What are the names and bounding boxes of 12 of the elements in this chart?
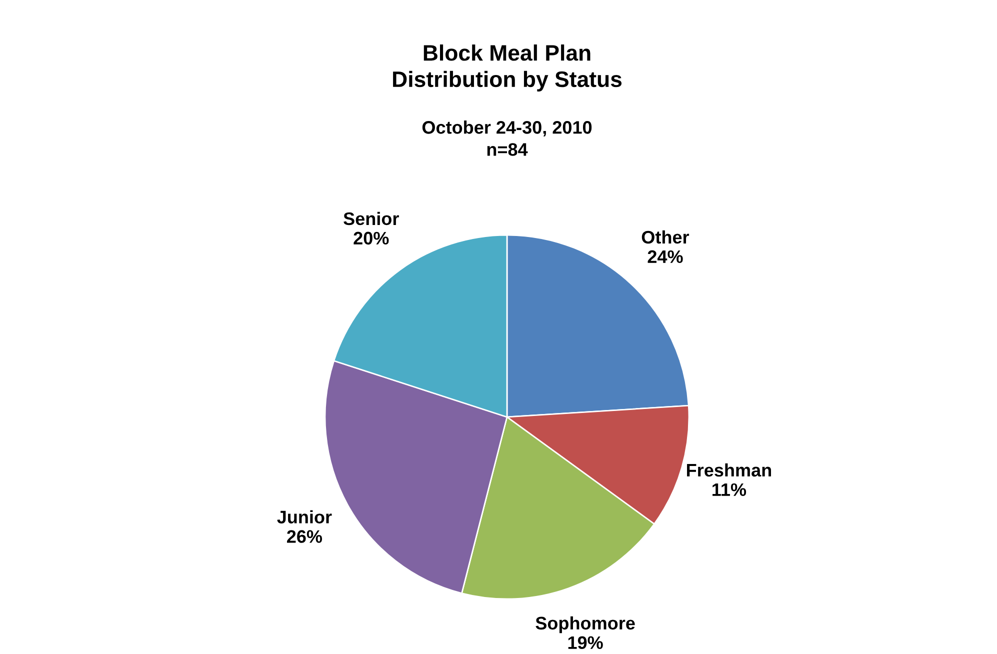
data-label: 26% [287, 530, 322, 543]
data-label: 24% [648, 250, 683, 264]
chart-title: Block Meal Plan Distribution by Status [393, 44, 622, 92]
slice-label: Sophomore [536, 616, 635, 634]
slice-label: Senior [344, 212, 399, 226]
chart-subtitle: October 24-30, 2010 n=84 [422, 120, 592, 156]
data-label: 20% [354, 232, 389, 245]
data-label: 11% [712, 483, 746, 496]
data-label: 19% [568, 636, 603, 650]
slice-label: Other [642, 230, 690, 244]
slice-label: Freshman [687, 463, 771, 477]
slice-label: Junior [277, 510, 332, 524]
